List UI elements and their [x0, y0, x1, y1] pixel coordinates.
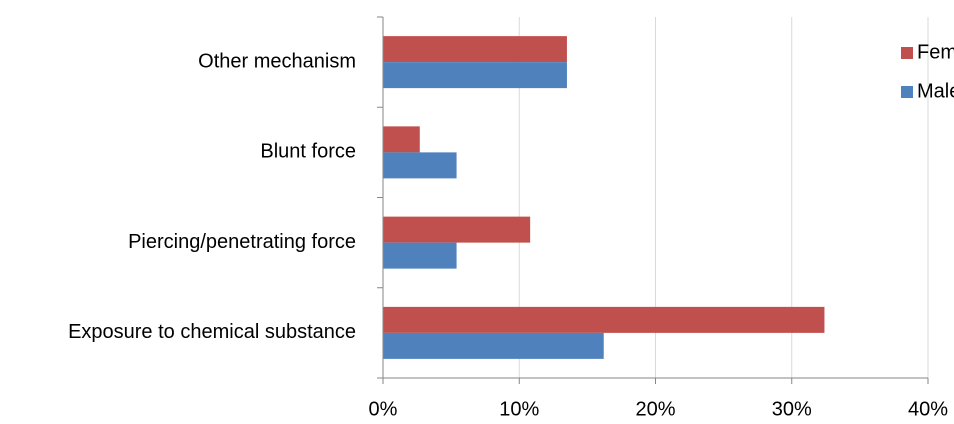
bar — [383, 126, 420, 153]
legend-swatch — [901, 86, 913, 98]
x-tick-label: 30% — [772, 398, 812, 420]
y-tick-label: Blunt force — [260, 141, 356, 163]
legend-label: Female — [917, 41, 954, 63]
legend-label: Male — [917, 80, 954, 102]
bar — [383, 36, 567, 63]
bar — [383, 306, 825, 333]
y-tick-label: Exposure to chemical substance — [68, 321, 356, 343]
bar — [383, 242, 457, 269]
bar — [383, 152, 457, 179]
bar — [383, 216, 531, 243]
y-tick-label: Other mechanism — [198, 50, 356, 72]
bar — [383, 62, 567, 89]
bar — [383, 332, 604, 359]
x-tick-label: 0% — [369, 398, 398, 420]
y-tick-label: Piercing/penetrating force — [128, 231, 356, 253]
x-tick-label: 10% — [499, 398, 539, 420]
x-tick-label: 20% — [635, 398, 675, 420]
legend-swatch — [901, 47, 913, 59]
x-tick-label: 40% — [908, 398, 948, 420]
